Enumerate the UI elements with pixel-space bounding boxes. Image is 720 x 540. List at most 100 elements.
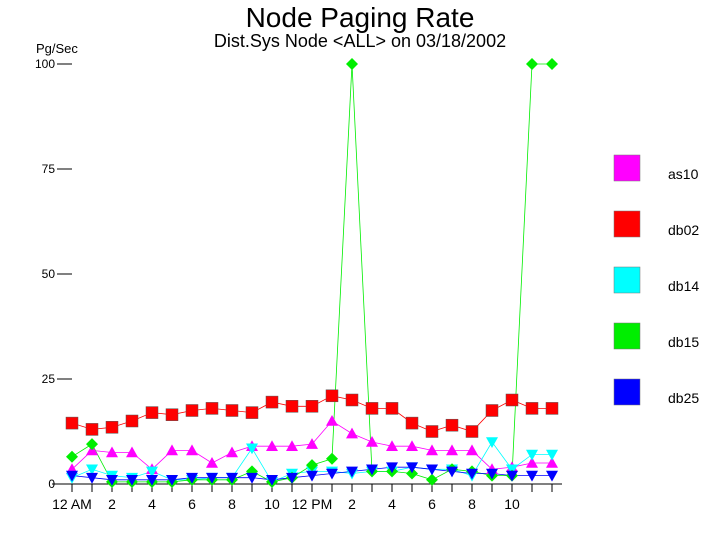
data-point xyxy=(145,406,159,419)
data-point xyxy=(426,444,438,456)
data-point xyxy=(66,470,78,482)
data-point xyxy=(65,416,79,430)
legend-label-db25: db25 xyxy=(668,390,699,406)
x-tick-label: 8 xyxy=(228,496,236,512)
y-tick-label: 50 xyxy=(42,267,56,281)
data-point xyxy=(206,457,218,468)
data-point xyxy=(525,402,539,415)
chart-title: Node Paging Rate xyxy=(245,2,475,33)
data-point xyxy=(246,443,258,455)
data-point xyxy=(286,440,298,451)
data-point xyxy=(266,475,278,486)
data-point xyxy=(446,444,458,456)
data-point xyxy=(326,415,338,426)
data-point xyxy=(505,393,519,407)
data-point xyxy=(126,446,138,458)
data-point xyxy=(405,416,419,430)
data-point xyxy=(546,58,558,70)
data-point xyxy=(66,450,78,463)
data-point xyxy=(506,470,518,482)
legend-label-db02: db02 xyxy=(668,222,699,238)
data-point xyxy=(306,459,318,472)
legend-label-db14: db14 xyxy=(668,278,699,294)
data-point xyxy=(286,472,298,484)
data-point xyxy=(445,418,459,432)
y-tick-label: 75 xyxy=(42,162,56,176)
data-point xyxy=(485,404,499,417)
data-point xyxy=(346,466,358,478)
data-point xyxy=(426,473,438,486)
data-point xyxy=(466,468,478,480)
data-point xyxy=(526,457,538,468)
data-point xyxy=(306,470,318,482)
data-point xyxy=(365,402,379,415)
data-point xyxy=(406,462,418,474)
data-point xyxy=(546,449,558,461)
data-point xyxy=(465,425,479,438)
data-point xyxy=(226,472,238,484)
data-point xyxy=(305,400,319,413)
data-point xyxy=(146,475,158,486)
data-point xyxy=(265,395,279,409)
data-point xyxy=(545,402,559,415)
data-point xyxy=(245,406,259,419)
legend-label-db15: db15 xyxy=(668,334,699,350)
legend-swatch-db15 xyxy=(613,322,641,350)
data-point xyxy=(226,446,238,458)
data-point xyxy=(285,400,299,413)
data-point xyxy=(546,470,558,482)
data-point xyxy=(106,446,118,458)
data-point xyxy=(546,457,558,468)
data-point xyxy=(106,475,118,486)
data-point xyxy=(126,475,138,486)
data-point xyxy=(406,440,418,451)
y-axis-label: Pg/Sec xyxy=(36,41,78,56)
legend-swatch-db25 xyxy=(613,378,641,406)
data-point xyxy=(386,440,398,451)
data-point xyxy=(266,440,278,451)
x-tick-label: 6 xyxy=(188,496,196,512)
data-point xyxy=(306,438,318,449)
legend-swatch-db02 xyxy=(613,210,641,238)
data-point xyxy=(166,444,178,456)
data-point xyxy=(366,464,378,476)
series-line-db15 xyxy=(71,63,552,483)
data-point xyxy=(205,402,219,415)
data-point xyxy=(225,404,239,417)
data-point xyxy=(186,472,198,484)
data-point xyxy=(125,414,139,428)
y-tick-label: 25 xyxy=(42,372,56,386)
data-point xyxy=(446,466,458,478)
data-point xyxy=(206,472,218,484)
data-point xyxy=(526,449,538,461)
data-point xyxy=(486,468,498,480)
x-tick-label: 8 xyxy=(468,496,476,512)
data-point xyxy=(326,468,338,480)
data-point xyxy=(146,466,158,478)
data-point xyxy=(246,472,258,484)
data-point xyxy=(86,472,98,484)
x-tick-label: 12 PM xyxy=(292,496,332,512)
legend-label-as10: as10 xyxy=(668,166,699,182)
data-point xyxy=(426,464,438,476)
data-point xyxy=(105,421,119,434)
data-point xyxy=(386,462,398,474)
data-point xyxy=(165,408,179,421)
data-point xyxy=(166,475,178,486)
legend-swatch-as10 xyxy=(613,154,641,182)
data-point xyxy=(366,436,378,447)
data-point xyxy=(345,393,359,407)
data-point xyxy=(86,464,98,476)
y-tick-label: 0 xyxy=(48,477,55,491)
x-tick-label: 4 xyxy=(388,496,396,512)
data-point xyxy=(526,58,538,70)
data-point xyxy=(326,452,338,465)
data-point xyxy=(186,444,198,456)
data-point xyxy=(325,389,339,403)
data-point xyxy=(385,402,399,415)
data-point xyxy=(466,444,478,456)
data-point xyxy=(406,467,418,480)
data-point xyxy=(486,437,498,448)
x-tick-label: 12 AM xyxy=(52,496,92,512)
